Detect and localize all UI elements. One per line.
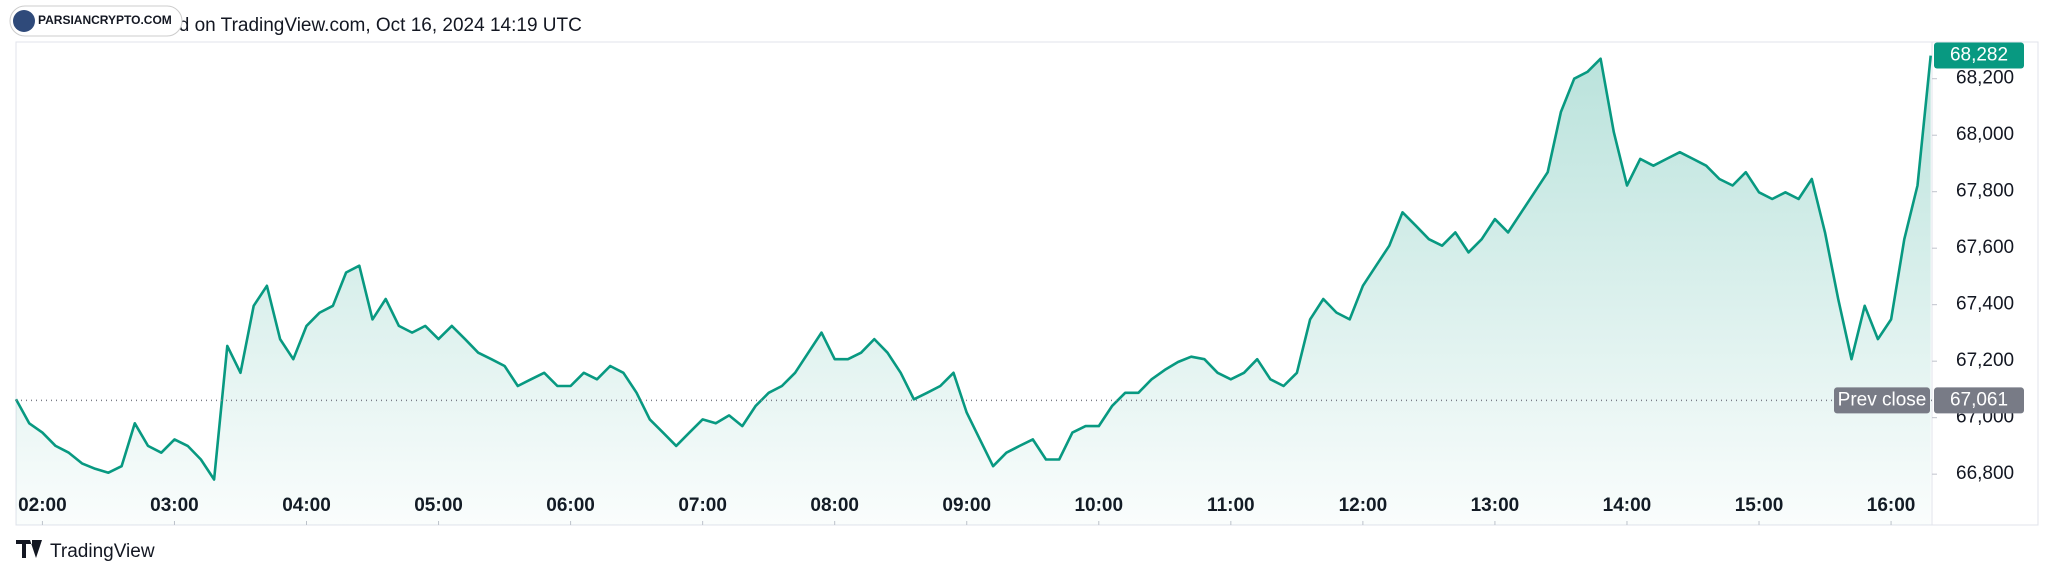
price-line: [14, 55, 1932, 481]
watermark-text: PARSIANCRYPTO.COM: [38, 13, 172, 27]
y-tick-label: 67,400: [1956, 294, 2014, 315]
prev-close-badge: [1834, 387, 1930, 414]
footer-logo: [16, 540, 42, 558]
y-tick-label: 66,800: [1956, 463, 2014, 484]
y-tick-label: 67,800: [1956, 181, 2014, 202]
last-price-badge: [1934, 42, 2024, 69]
chart-title: Guest published on TradingView.com, Oct …: [52, 15, 582, 36]
y-tick-label: 67,600: [1956, 237, 2014, 258]
watermark: PARSIANCRYPTO.COM: [9, 5, 183, 37]
last-price-label: 68,282: [1950, 45, 2008, 66]
footer: TradingView: [50, 541, 155, 562]
area: [16, 55, 1931, 525]
prev-close-label: Prev close: [1838, 389, 1927, 410]
y-tick-label: 68,200: [1956, 68, 2014, 89]
y-tick-label: 68,000: [1956, 124, 2014, 145]
prev-close-value: 67,061: [1950, 389, 2008, 410]
watermark-badge: [9, 5, 183, 37]
prev-close-value-badge: [1934, 387, 2024, 414]
watermark-logo: [13, 10, 35, 32]
y-tick-label: 67,200: [1956, 350, 2014, 371]
